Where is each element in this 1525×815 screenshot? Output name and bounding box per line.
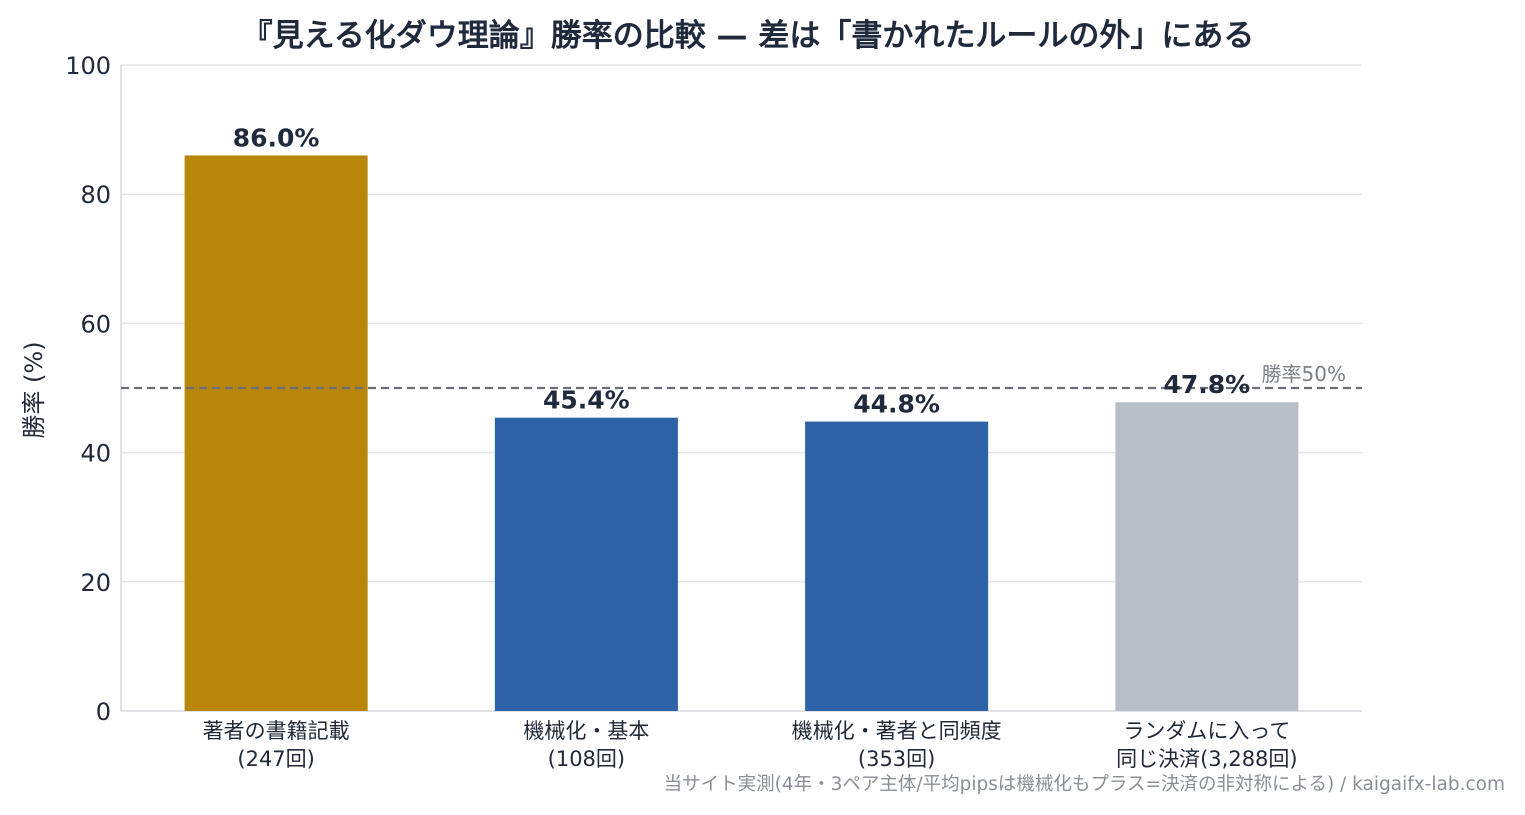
x-tick-label: 著者の書籍記載 xyxy=(203,719,350,743)
y-tick-label: 80 xyxy=(80,181,111,209)
source-note: 当サイト実測(4年・3ペア主体/平均pipsは機械化もプラス=決済の非対称による… xyxy=(664,774,1505,795)
data-labels: 86.0% 45.4% 44.8% 47.8% xyxy=(233,123,1250,418)
x-tick-label: 同じ決済(3,288回) xyxy=(1116,747,1298,771)
reference-line-label: 勝率50% xyxy=(1262,362,1346,386)
x-tick-label: (353回) xyxy=(858,747,935,771)
bar xyxy=(184,155,368,711)
chart-title: 『見える化ダウ理論』勝率の比較 — 差は「書かれたルールの外」にある xyxy=(242,18,1255,54)
y-tick-label: 100 xyxy=(65,52,111,80)
bar xyxy=(1115,402,1299,711)
y-tick-label: 40 xyxy=(80,440,111,468)
x-tick-label: (247回) xyxy=(237,747,314,771)
x-tick-labels: 著者の書籍記載 (247回) 機械化・基本 (108回) 機械化・著者と同頻度 (353回… xyxy=(203,719,1298,771)
y-tick-label: 60 xyxy=(80,310,111,338)
bar xyxy=(805,421,989,711)
data-label: 45.4% xyxy=(543,386,630,415)
x-tick-label: (108回) xyxy=(548,747,625,771)
x-tick-label: 機械化・基本 xyxy=(523,719,649,743)
y-tick-label: 20 xyxy=(80,569,111,597)
y-axis-label: 勝率 (%) xyxy=(20,341,48,438)
data-label: 44.8% xyxy=(853,390,940,419)
x-tick-label: 機械化・著者と同頻度 xyxy=(792,719,1002,743)
data-label: 86.0% xyxy=(233,123,320,152)
x-tick-label: ランダムに入って xyxy=(1123,719,1290,743)
bars xyxy=(184,155,1299,711)
data-label: 47.8% xyxy=(1164,370,1251,399)
reference-line-group: 勝率50% xyxy=(121,362,1362,390)
bar xyxy=(494,417,678,711)
y-tick-label: 0 xyxy=(96,698,111,726)
